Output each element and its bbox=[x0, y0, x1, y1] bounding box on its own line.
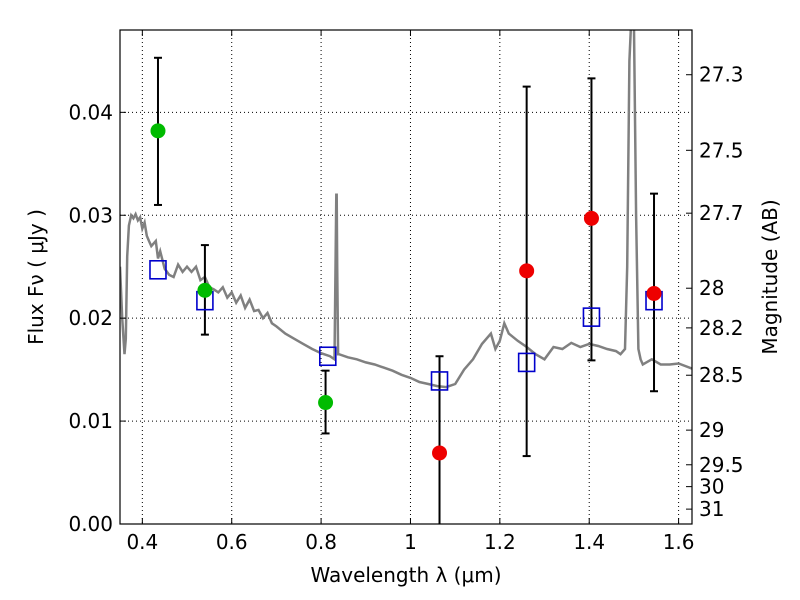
y2-tick-label: 28 bbox=[699, 276, 724, 300]
detection-point bbox=[197, 282, 213, 298]
y2-tick-label: 28.2 bbox=[699, 316, 744, 340]
model-photometry-square bbox=[582, 307, 601, 327]
x-tick-label: 1.4 bbox=[573, 530, 605, 554]
x-tick-label: 0.6 bbox=[216, 530, 248, 554]
x-tick-label: 1.2 bbox=[484, 530, 516, 554]
detection-point bbox=[150, 123, 166, 139]
x-tick-label: 0.8 bbox=[305, 530, 337, 554]
red-point bbox=[432, 445, 448, 461]
y2-tick-label: 27.5 bbox=[699, 138, 744, 162]
x-axis-title: Wavelength λ (μm) bbox=[310, 563, 501, 587]
y-tick-label: 0.03 bbox=[68, 203, 113, 227]
detection-point bbox=[318, 395, 334, 411]
sed-model-line bbox=[120, 30, 692, 389]
y2-tick-label: 30 bbox=[699, 475, 724, 499]
y2-tick-label: 28.5 bbox=[699, 363, 744, 387]
red-point bbox=[583, 210, 599, 226]
y2-axis-title: Magnitude (AB) bbox=[758, 199, 782, 354]
y-tick-label: 0.00 bbox=[68, 512, 113, 536]
model-photometry-square bbox=[318, 346, 337, 367]
y2-tick-label: 29 bbox=[699, 418, 724, 442]
x-tick-label: 1.6 bbox=[663, 530, 695, 554]
y-tick-label: 0.01 bbox=[68, 409, 113, 433]
red-point bbox=[646, 285, 662, 301]
marker-layer bbox=[149, 123, 663, 461]
y2-tick-label: 29.5 bbox=[699, 453, 744, 477]
y-tick-label: 0.04 bbox=[68, 100, 113, 124]
plot-frame bbox=[119, 29, 693, 525]
y2-tick-label: 27.3 bbox=[699, 63, 744, 87]
y2-tick-label: 27.7 bbox=[699, 201, 744, 225]
sed-model-layer bbox=[120, 30, 692, 389]
model-photometry-square bbox=[430, 371, 449, 391]
model-photometry-square bbox=[149, 259, 167, 280]
x-tick-label: 0.4 bbox=[126, 530, 158, 554]
y2-tick-label: 31 bbox=[699, 497, 724, 521]
x-tick-label: 1 bbox=[404, 530, 417, 554]
model-photometry-square bbox=[517, 352, 536, 373]
tick-layer: 0.4 0.6 0.8 1 1.2 1.4 1.6 0.00 0.01 0.02 0.03 0.04 2… bbox=[68, 30, 744, 554]
y-axis-title: Flux Fν ( μJy ) bbox=[24, 209, 48, 345]
red-point bbox=[519, 263, 535, 279]
y-tick-label: 0.02 bbox=[68, 306, 113, 330]
